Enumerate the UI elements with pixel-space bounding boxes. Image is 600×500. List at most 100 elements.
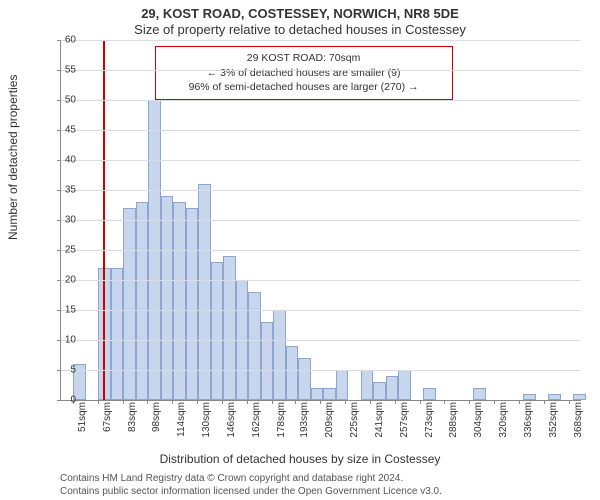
histogram-plot: 29 KOST ROAD: 70sqm ← 3% of detached hou… (60, 40, 581, 401)
x-tick-label: 114sqm (176, 402, 187, 437)
y-tick-label: 20 (46, 275, 76, 286)
histogram-bar (198, 184, 210, 400)
histogram-bar (111, 268, 123, 400)
y-tick-label: 25 (46, 245, 76, 256)
histogram-bar (123, 208, 135, 400)
histogram-bar (386, 376, 398, 400)
footer: Contains HM Land Registry data © Crown c… (60, 473, 580, 498)
x-tick-mark (469, 400, 470, 404)
gridline (61, 250, 581, 251)
gridline (61, 280, 581, 281)
y-tick-label: 40 (46, 155, 76, 166)
page-title-line2: Size of property relative to detached ho… (0, 22, 600, 37)
histogram-bar (373, 382, 385, 400)
x-tick-mark (98, 400, 99, 404)
x-tick-mark (519, 400, 520, 404)
gridline (61, 190, 581, 191)
y-tick-label: 60 (46, 35, 76, 46)
x-tick-label: 241sqm (374, 402, 385, 438)
x-tick-label: 209sqm (324, 402, 335, 438)
y-tick-label: 50 (46, 95, 76, 106)
y-axis-label: Number of detached properties (6, 75, 20, 240)
histogram-bar (286, 346, 298, 400)
x-tick-label: 352sqm (548, 402, 559, 438)
annotation-line3: 96% of semi-detached houses are larger (… (164, 80, 444, 95)
gridline (61, 340, 581, 341)
x-tick-mark (420, 400, 421, 404)
x-tick-label: 304sqm (473, 402, 484, 438)
footer-line1: Contains HM Land Registry data © Crown c… (60, 473, 580, 486)
gridline (61, 130, 581, 131)
histogram-bar (223, 256, 235, 400)
histogram-bar (523, 394, 535, 400)
x-tick-label: 130sqm (201, 402, 212, 438)
gridline (61, 370, 581, 371)
histogram-bar (336, 370, 348, 400)
histogram-bar (473, 388, 485, 400)
x-tick-label: 320sqm (498, 402, 509, 438)
histogram-bar (298, 358, 310, 400)
histogram-bar (548, 394, 560, 400)
x-tick-mark (222, 400, 223, 404)
x-tick-label: 178sqm (276, 402, 287, 438)
x-tick-mark (197, 400, 198, 404)
x-tick-mark (569, 400, 570, 404)
histogram-bar (186, 208, 198, 400)
y-tick-label: 10 (46, 335, 76, 346)
x-tick-mark (544, 400, 545, 404)
annotation-box: 29 KOST ROAD: 70sqm ← 3% of detached hou… (155, 46, 453, 100)
histogram-bar (311, 388, 323, 400)
x-tick-mark (370, 400, 371, 404)
x-tick-mark (295, 400, 296, 404)
histogram-bar (361, 370, 373, 400)
gridline (61, 40, 581, 41)
histogram-bar (423, 388, 435, 400)
x-tick-label: 83sqm (127, 402, 138, 432)
gridline (61, 310, 581, 311)
histogram-bar (273, 310, 285, 400)
x-tick-mark (123, 400, 124, 404)
histogram-bar (211, 262, 223, 400)
y-tick-label: 15 (46, 305, 76, 316)
y-tick-label: 5 (46, 365, 76, 376)
gridline (61, 100, 581, 101)
x-tick-label: 288sqm (448, 402, 459, 438)
x-tick-label: 368sqm (573, 402, 584, 438)
histogram-bar (261, 322, 273, 400)
annotation-line2: ← 3% of detached houses are smaller (9) (164, 66, 444, 81)
histogram-bar (248, 292, 260, 400)
x-tick-label: 257sqm (399, 402, 410, 438)
histogram-bar (573, 394, 585, 400)
annotation-line1: 29 KOST ROAD: 70sqm (164, 51, 444, 66)
x-tick-label: 98sqm (151, 402, 162, 432)
x-tick-mark (147, 400, 148, 404)
y-tick-label: 35 (46, 185, 76, 196)
x-tick-label: 273sqm (424, 402, 435, 438)
x-tick-label: 162sqm (251, 402, 262, 438)
histogram-bar (323, 388, 335, 400)
x-tick-mark (444, 400, 445, 404)
x-tick-mark (494, 400, 495, 404)
x-tick-label: 67sqm (102, 402, 113, 432)
x-tick-label: 193sqm (299, 402, 310, 438)
x-tick-mark (172, 400, 173, 404)
x-tick-label: 336sqm (523, 402, 534, 438)
x-tick-mark (320, 400, 321, 404)
x-tick-mark (345, 400, 346, 404)
y-tick-label: 45 (46, 125, 76, 136)
gridline (61, 70, 581, 71)
x-tick-mark (395, 400, 396, 404)
x-tick-label: 225sqm (349, 402, 360, 438)
histogram-bar (398, 370, 410, 400)
footer-line2: Contains public sector information licen… (60, 486, 580, 499)
x-tick-label: 51sqm (77, 402, 88, 432)
x-axis-label: Distribution of detached houses by size … (0, 452, 600, 466)
gridline (61, 160, 581, 161)
y-tick-label: 0 (46, 395, 76, 406)
page-title-line1: 29, KOST ROAD, COSTESSEY, NORWICH, NR8 5… (0, 6, 600, 21)
x-tick-label: 146sqm (226, 402, 237, 438)
y-tick-label: 55 (46, 65, 76, 76)
gridline (61, 220, 581, 221)
y-tick-label: 30 (46, 215, 76, 226)
x-tick-mark (272, 400, 273, 404)
